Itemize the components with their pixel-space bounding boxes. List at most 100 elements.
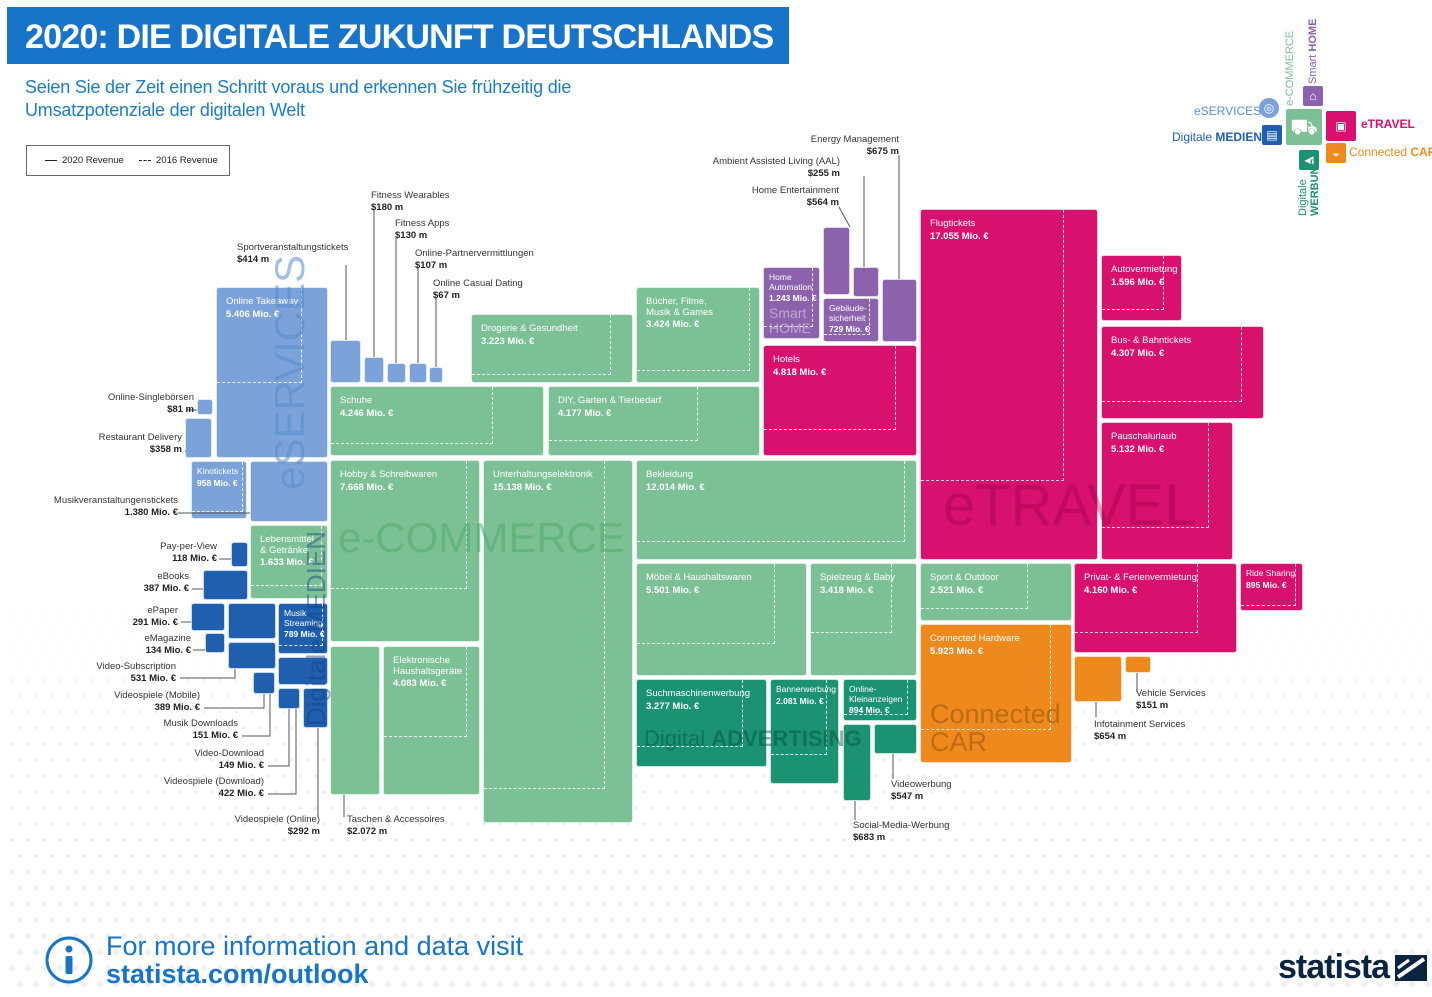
tile-hotels: Hotels 4.818 Mio. € <box>763 345 917 456</box>
tile-value: 3.223 Mio. € <box>481 335 535 347</box>
tile-musik-streaming: Musik Streaming 789 Mio. € <box>278 603 328 654</box>
tile-name: Pauschalurlaub <box>1111 431 1177 442</box>
tile-name: Bücher, Filme, Musik & Games <box>646 296 714 318</box>
tile-name: Drogerie & Gesundheit <box>481 323 578 334</box>
tile-value: 894 Mio. € <box>849 705 890 715</box>
external-label-name: Video-Download <box>194 748 264 759</box>
tile-bannerwerbung: Bannerwerbung 2.081 Mio. € <box>770 679 839 784</box>
tile-value: 3.418 Mio. € <box>820 584 874 596</box>
tile-name: Privat- & Ferienvermietung <box>1084 572 1197 583</box>
external-label-name: Ambient Assisted Living (AAL) <box>712 156 840 167</box>
megaphone-icon: ◀ <box>1299 150 1319 170</box>
tile-label: Musik Streaming 789 Mio. € <box>284 608 325 640</box>
tile-value: 17.055 Mio. € <box>930 230 989 242</box>
tile-name: Lebensmittel & Getränke <box>260 534 314 556</box>
tile-home-entertainment <box>853 267 879 297</box>
tile-value: 2.081 Mio. € <box>776 695 824 706</box>
external-label-name: Videowerbung <box>891 779 952 790</box>
external-label-value: 389 Mio. € <box>154 701 200 713</box>
tile-value: 789 Mio. € <box>284 629 325 639</box>
tile-video-subscription <box>228 603 276 639</box>
tile-2016-outline <box>484 461 605 789</box>
tile-geb-ude-sicherheit: Gebäude- sicherheit 729 Mio. € <box>823 298 879 342</box>
external-label-value: 531 Mio. € <box>130 672 176 684</box>
info-icon <box>45 936 93 984</box>
page-subtitle: Seien Sie der Zeit einen Schritt voraus … <box>25 77 572 120</box>
legend-car: Connected CAR <box>1349 145 1432 159</box>
legend-eservices: eSERVICES <box>1194 104 1262 118</box>
tile-name: Bekleidung <box>646 469 694 480</box>
tile-name: Musik Streaming <box>284 608 323 628</box>
tile-value: 5.923 Mio. € <box>930 645 984 657</box>
label-ambient-assisted-living-aal: Ambient Assisted Living (AAL) $255 m <box>713 156 840 179</box>
label-vehicle-services: Vehicle Services $151 m <box>1136 688 1206 711</box>
tile-name: Kinotickets <box>197 466 239 476</box>
tile-label: Bücher, Filme, Musik & Games 3.424 Mio. € <box>646 296 714 331</box>
external-label-name: Musikveranstaltungenstickets <box>53 495 178 506</box>
dashed-line-swatch <box>139 160 151 161</box>
house-icon: ⌂ <box>1303 86 1323 106</box>
external-label-name: Online-Partnervermittlungen <box>415 248 534 259</box>
statista-logo-icon <box>1395 954 1428 981</box>
external-label-value: 149 Mio. € <box>218 759 264 771</box>
newspaper-icon: ▤ <box>1262 125 1282 145</box>
external-label-name: Videospiele (Download) <box>163 776 264 787</box>
tile-value: 1.596 Mio. € <box>1111 276 1165 288</box>
label-sportveranstaltungstickets: Sportveranstaltungstickets $414 m <box>237 242 348 265</box>
external-label-name: Fitness Wearables <box>371 190 450 201</box>
tile-ambient-assisted-living-aal <box>823 227 850 295</box>
external-label-name: Pay-per-View <box>160 541 217 552</box>
label-restaurant-delivery: Restaurant Delivery $358 m <box>99 432 182 455</box>
tile-label: Privat- & Ferienvermietung 4.160 Mio. € <box>1084 572 1197 596</box>
label-epaper: ePaper 291 Mio. € <box>133 605 178 628</box>
tile-label: Schuhe 4.246 Mio. € <box>340 395 393 419</box>
tile-name: Online- Kleinanzeigen <box>849 684 903 704</box>
external-label-name: Fitness Apps <box>395 218 450 229</box>
tile-label: Sport & Outdoor 2.521 Mio. € <box>930 572 999 596</box>
footer-line-1: For more information and data visit <box>106 931 524 961</box>
tile-ride-sharing: Ride Sharing 895 Mio. € <box>1240 563 1303 611</box>
footer-link[interactable]: statista.com/outlook <box>106 959 369 989</box>
external-label-value: $414 m <box>237 253 270 265</box>
tile-drogerie-gesundheit: Drogerie & Gesundheit 3.223 Mio. € <box>471 314 633 383</box>
tile-name: Schuhe <box>340 395 373 406</box>
tile-social-media-werbung <box>843 724 871 801</box>
label-video-subscription: Video-Subscription 531 Mio. € <box>96 661 176 684</box>
tile-pay-per-view <box>231 542 248 567</box>
car-icon: ◒ <box>1326 143 1346 163</box>
tile-value: 1.243 Mio. € <box>769 293 817 303</box>
tile-name: Möbel & Haushaltswaren <box>646 572 752 583</box>
line-style-legend: 2020 Revenue 2016 Revenue <box>26 145 230 176</box>
label-fitness-apps: Fitness Apps $130 m <box>395 218 449 241</box>
suitcase-icon: ▣ <box>1326 111 1356 141</box>
legend-label-2020: 2020 Revenue <box>62 155 124 166</box>
footer-info: For more information and data visit stat… <box>44 932 523 988</box>
tile-autovermietung: Autovermietung 1.596 Mio. € <box>1101 255 1182 321</box>
legend-item-2020: 2020 Revenue <box>45 155 124 166</box>
tile-value: 5.501 Mio. € <box>646 584 700 596</box>
tile-name: Online Takeaway <box>226 296 299 307</box>
tile-unterhaltungselektronik: Unterhaltungselektronik 15.138 Mio. € <box>483 460 633 823</box>
tile-label: Autovermietung 1.596 Mio. € <box>1111 264 1178 288</box>
tile-m-bel-haushaltswaren: Möbel & Haushaltswaren 5.501 Mio. € <box>636 563 807 676</box>
external-label-name: eBooks <box>157 571 189 582</box>
legend-label-2016: 2016 Revenue <box>156 155 218 166</box>
label-musik-downloads: Musik Downloads 151 Mio. € <box>164 718 238 741</box>
tile-name: Sport & Outdoor <box>930 572 999 583</box>
external-label-name: Restaurant Delivery <box>98 432 182 443</box>
external-label-value: $67 m <box>433 289 460 301</box>
tile-bekleidung: Bekleidung 12.014 Mio. € <box>636 460 917 560</box>
tile-video-download <box>278 688 300 709</box>
tile-name: Spielzeug & Baby <box>820 572 895 583</box>
external-label-value: 118 Mio. € <box>172 552 217 564</box>
tile-name: Flugtickets <box>930 218 976 229</box>
external-label-name: eMagazine <box>144 633 191 644</box>
tile-name: Unterhaltungselektronik <box>493 469 593 480</box>
tile-label: DIY, Garten & Tierbedarf 4.177 Mio. € <box>558 395 661 419</box>
legend-smarthome: Smart HOME <box>1307 18 1319 84</box>
tile-value: 2.521 Mio. € <box>930 584 984 596</box>
tile-spielzeug-baby: Spielzeug & Baby 3.418 Mio. € <box>810 563 917 676</box>
label-ebooks: eBooks 387 Mio. € <box>144 571 189 594</box>
tile-label: Home Automation 1.243 Mio. € <box>769 272 817 304</box>
external-label-value: 1.380 Mio. € <box>124 506 178 518</box>
